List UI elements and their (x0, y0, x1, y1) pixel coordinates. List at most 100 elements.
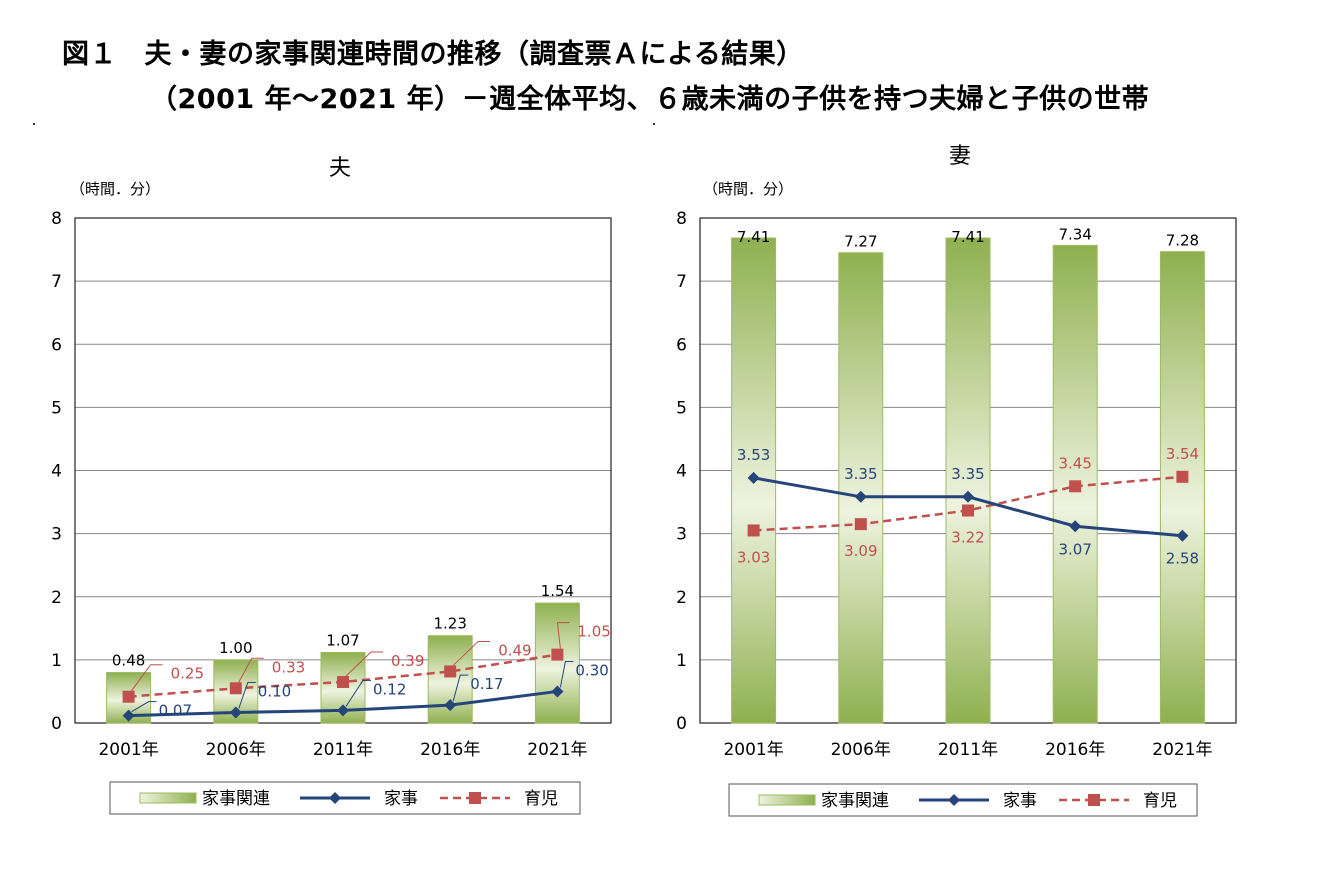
legend-label-kaji: 家事 (1003, 791, 1037, 811)
ikuji-value-label: 3.09 (844, 542, 877, 560)
kaji-value-label: 3.35 (844, 465, 877, 483)
x-tick-label: 2011年 (938, 740, 998, 760)
x-tick-label: 2021年 (527, 740, 587, 760)
bar-2021年 (534, 602, 580, 724)
y-tick-label: 0 (676, 714, 687, 734)
y-tick-label: 1 (51, 651, 62, 671)
ikuji-value-label: 0.49 (498, 641, 531, 659)
ikuji-marker (962, 504, 974, 517)
x-tick-label: 2001年 (98, 740, 158, 760)
kaji-value-label: 0.12 (373, 680, 406, 698)
y-unit-label: （時間．分） (703, 180, 793, 198)
bar-value-label: 7.27 (844, 233, 877, 251)
bar-value-label: 7.41 (737, 228, 770, 246)
chart-title: 妻 (949, 144, 971, 169)
kaji-marker (337, 704, 349, 717)
kaji-leader-line (238, 681, 256, 709)
kaji-leader-line (452, 674, 469, 702)
ikuji-marker (1176, 470, 1189, 483)
husband-chart: 夫 （時間．分） 0 1 2 3 4 5 6 7 8 0.48 1.00 1.07 1.23 1.54 2001… (51, 156, 612, 815)
kaji-value-label: 0.10 (258, 682, 291, 700)
y-tick-label: 2 (51, 588, 62, 608)
wife-chart: 妻 （時間．分） 0 1 2 3 4 5 6 7 8 7.41 7.27 7.41 7.34 7.28 2001… (676, 144, 1237, 817)
bar-value-label: 1.23 (433, 615, 466, 633)
bar-value-label: 1.54 (541, 582, 574, 600)
ikuji-marker (229, 682, 242, 695)
x-tick-label: 2016年 (1045, 740, 1105, 760)
ikuji-marker (1069, 480, 1082, 493)
legend-label-ikuji: 育児 (524, 789, 558, 809)
y-tick-label: 3 (51, 525, 62, 545)
ikuji-value-label: 1.05 (577, 623, 610, 641)
bar-value-label: 7.41 (951, 228, 984, 246)
ikuji-leader-line (452, 640, 491, 666)
kaji-leader-line (345, 679, 371, 707)
ikuji-marker (337, 675, 349, 688)
y-tick-label: 5 (676, 398, 687, 418)
x-tick-label: 2011年 (313, 740, 373, 760)
legend-label-ikuji: 育児 (1143, 791, 1177, 811)
x-tick-label: 2006年 (206, 740, 266, 760)
y-tick-label: 4 (51, 462, 62, 482)
bar-value-label: 7.28 (1166, 232, 1199, 250)
kaji-marker (1176, 529, 1189, 542)
ikuji-marker (854, 518, 867, 531)
kaji-value-label: 0.17 (470, 675, 503, 693)
y-unit-label: （時間．分） (70, 180, 160, 198)
ikuji-leader-line (556, 622, 570, 649)
x-tick-label: 2001年 (723, 740, 783, 760)
legend-bar-swatch (139, 792, 197, 804)
legend-kaji-marker (948, 794, 960, 806)
kaji-marker (444, 699, 457, 712)
y-tick-label: 3 (676, 525, 687, 545)
x-tick-label: 2006年 (831, 740, 891, 760)
ikuji-leader-line (345, 651, 383, 677)
legend-ikuji-marker (1088, 794, 1100, 806)
ikuji-marker (551, 648, 564, 661)
ikuji-value-label: 0.39 (391, 652, 424, 670)
ikuji-value-label: 0.25 (171, 665, 204, 683)
kaji-marker (1069, 520, 1082, 533)
ikuji-marker (444, 665, 457, 678)
legend-label-kaji-kanren: 家事関連 (202, 789, 270, 809)
y-tick-label: 1 (676, 651, 687, 671)
legend-bar-swatch (758, 794, 816, 806)
ikuji-value-label: 3.54 (1166, 445, 1199, 463)
kaji-leader-line (131, 701, 157, 713)
bar-value-label: 1.07 (326, 632, 359, 650)
kaji-value-label: 3.53 (737, 446, 770, 464)
y-tick-label: 7 (51, 272, 62, 292)
kaji-value-label: 0.30 (575, 661, 608, 679)
ikuji-marker (122, 690, 135, 703)
ikuji-value-label: 0.33 (272, 658, 305, 676)
kaji-marker (551, 685, 564, 698)
x-tick-label: 2021年 (1152, 740, 1212, 760)
y-tick-label: 4 (676, 462, 687, 482)
x-tick-label: 2016年 (420, 740, 480, 760)
decor-dot (653, 123, 655, 125)
legend-ikuji-marker (469, 792, 481, 804)
kaji-marker (747, 471, 760, 484)
ikuji-leader-line (131, 664, 163, 691)
y-tick-label: 8 (51, 209, 62, 229)
y-tick-label: 6 (676, 335, 687, 355)
kaji-marker (854, 490, 867, 503)
figure-title-line1: 図１ 夫・妻の家事関連時間の推移（調査票Ａによる結果） (62, 39, 804, 70)
kaji-value-label: 2.58 (1166, 550, 1199, 568)
bar-value-label: 0.48 (112, 652, 145, 670)
chart-title: 夫 (329, 156, 351, 181)
kaji-value-label: 0.07 (159, 702, 192, 720)
kaji-value-label: 3.35 (951, 465, 984, 483)
legend-kaji-marker (329, 792, 341, 804)
kaji-leader-line (559, 660, 574, 688)
ikuji-value-label: 3.45 (1058, 454, 1091, 472)
y-tick-label: 7 (676, 272, 687, 292)
y-tick-label: 8 (676, 209, 687, 229)
y-tick-label: 2 (676, 588, 687, 608)
y-tick-label: 6 (51, 335, 62, 355)
legend-label-kaji-kanren: 家事関連 (821, 791, 889, 811)
y-tick-label: 0 (51, 714, 62, 734)
kaji-marker (962, 490, 974, 503)
bar-2011年 (945, 237, 991, 724)
